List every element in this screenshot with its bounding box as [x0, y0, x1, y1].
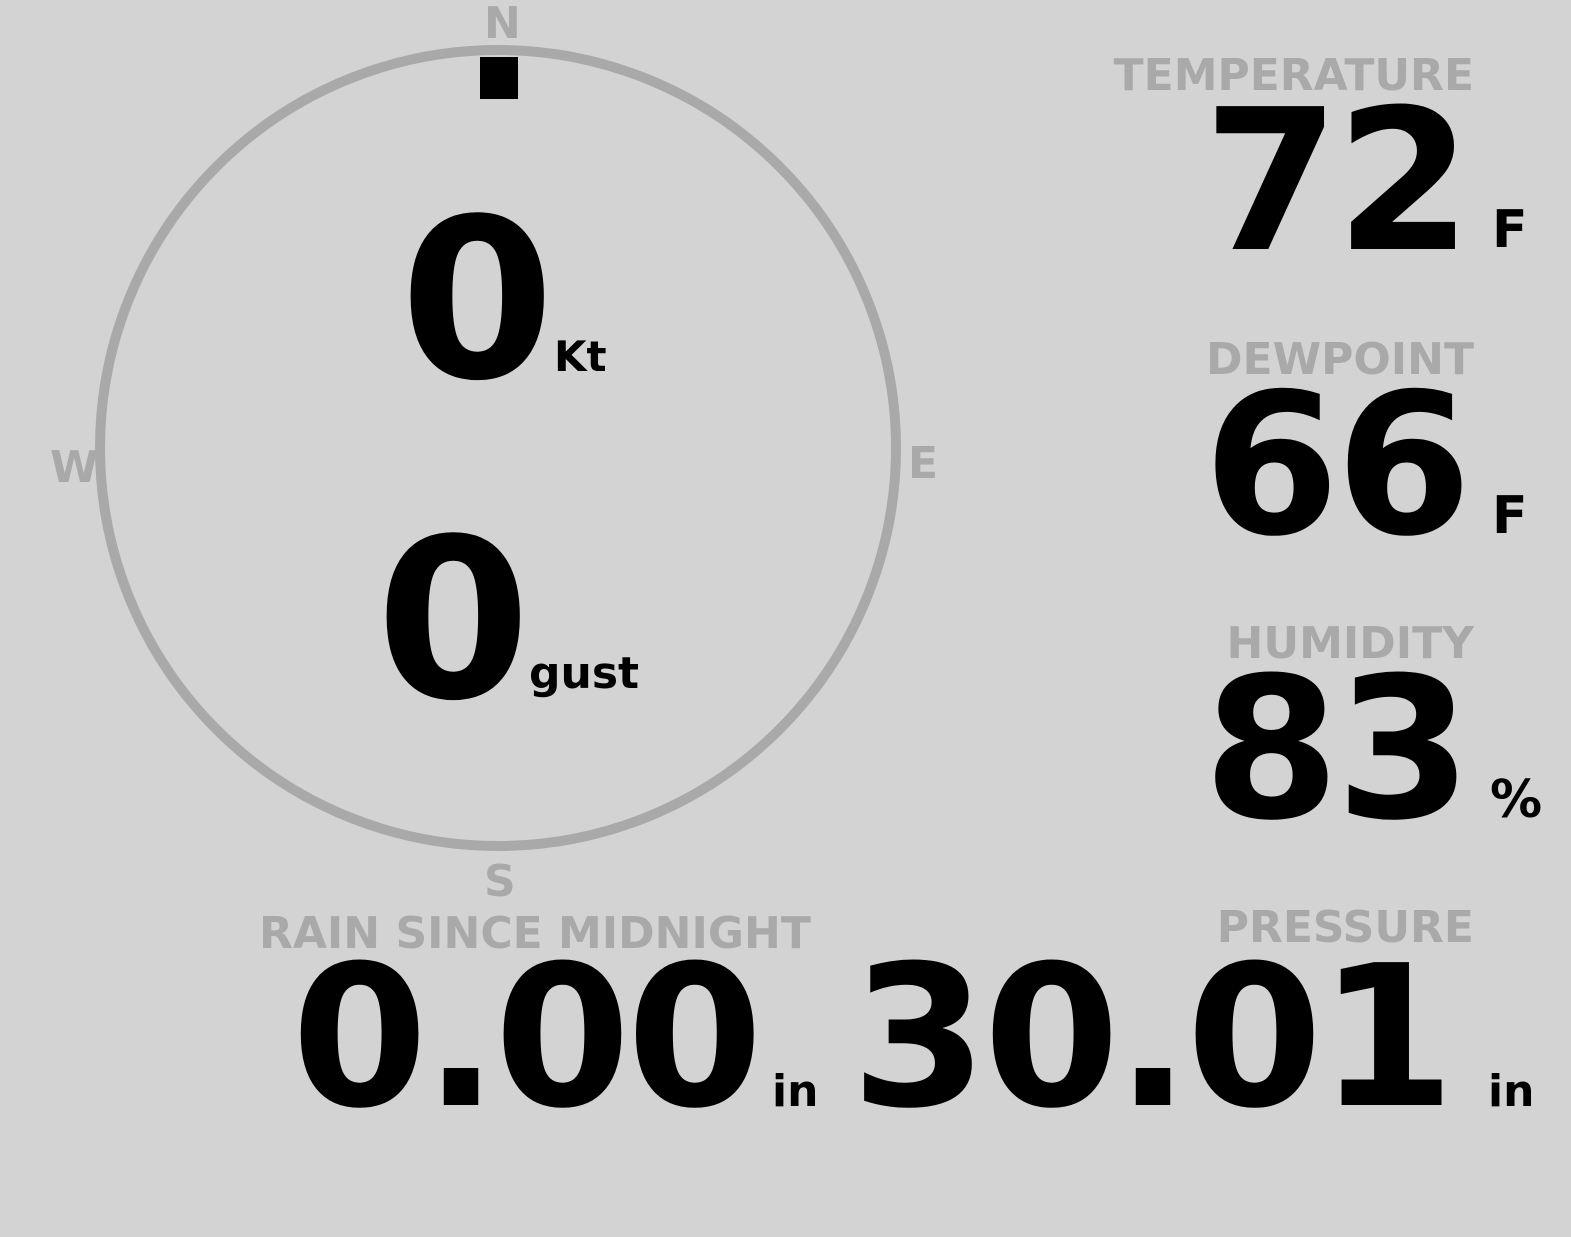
wind-compass [95, 45, 901, 851]
rain-value: 0.00 [291, 924, 763, 1152]
humidity-unit: % [1490, 770, 1543, 830]
temperature-value: 72 [1203, 68, 1472, 296]
wind-direction-marker [480, 57, 518, 99]
pressure-value: 30.01 [851, 924, 1455, 1152]
wind-speed-value: 0 [400, 172, 555, 430]
compass-north-label: N [484, 0, 521, 49]
pressure-label: PRESSURE [1216, 902, 1474, 953]
rain-unit: in [772, 1066, 819, 1117]
temperature-unit: F [1492, 200, 1528, 260]
rain-label: RAIN SINCE MIDNIGHT [259, 908, 811, 959]
humidity-value: 83 [1203, 636, 1472, 864]
wind-speed-unit: Kt [554, 332, 607, 381]
dewpoint-unit: F [1492, 486, 1528, 546]
compass-west-label: W [50, 442, 99, 493]
wind-gust-label: gust [529, 648, 640, 699]
temperature-label: TEMPERATURE [1113, 50, 1474, 101]
pressure-unit: in [1488, 1066, 1535, 1117]
compass-south-label: S [484, 856, 516, 907]
humidity-label: HUMIDITY [1226, 618, 1474, 669]
compass-east-label: E [908, 438, 939, 489]
dewpoint-value: 66 [1203, 352, 1472, 580]
wind-gust-value: 0 [376, 492, 531, 750]
dewpoint-label: DEWPOINT [1206, 334, 1474, 385]
compass-ring [95, 45, 901, 851]
